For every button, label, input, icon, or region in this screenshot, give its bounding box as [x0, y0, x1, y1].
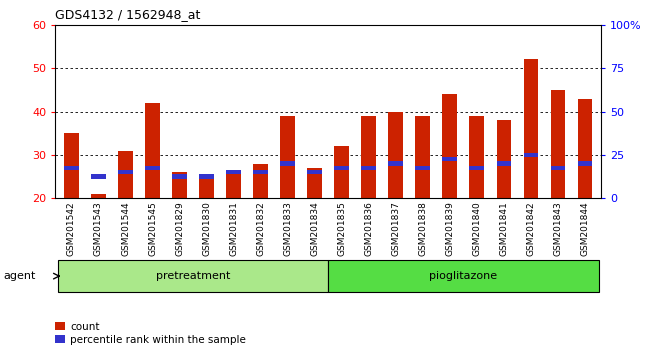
Text: GSM201545: GSM201545: [148, 201, 157, 256]
Bar: [469, 166, 484, 170]
Bar: [389, 161, 403, 166]
Text: pretreatment: pretreatment: [156, 271, 230, 281]
Bar: [172, 175, 187, 179]
Bar: [415, 166, 430, 170]
Bar: [91, 175, 106, 179]
Bar: [551, 90, 566, 198]
Bar: [199, 175, 214, 179]
Text: GDS4132 / 1562948_at: GDS4132 / 1562948_at: [55, 8, 201, 21]
Text: GSM201836: GSM201836: [364, 201, 373, 256]
Text: GSM201832: GSM201832: [256, 201, 265, 256]
Bar: [145, 103, 160, 198]
Bar: [334, 146, 349, 198]
Text: GSM201843: GSM201843: [554, 201, 562, 256]
Bar: [415, 116, 430, 198]
FancyBboxPatch shape: [328, 260, 599, 292]
Bar: [443, 94, 458, 198]
Bar: [226, 172, 241, 198]
Bar: [226, 170, 241, 175]
Bar: [469, 116, 484, 198]
Bar: [199, 177, 214, 198]
Bar: [334, 166, 349, 170]
Bar: [254, 164, 268, 198]
Bar: [91, 194, 106, 198]
Bar: [280, 161, 295, 166]
Bar: [578, 98, 592, 198]
Text: GSM201544: GSM201544: [121, 201, 130, 256]
Bar: [307, 170, 322, 175]
Bar: [361, 166, 376, 170]
Bar: [64, 133, 79, 198]
Bar: [523, 59, 538, 198]
Text: GSM201830: GSM201830: [202, 201, 211, 256]
Text: GSM201842: GSM201842: [526, 201, 536, 256]
Text: agent: agent: [3, 271, 36, 281]
Text: pioglitazone: pioglitazone: [430, 271, 497, 281]
Text: GSM201543: GSM201543: [94, 201, 103, 256]
Bar: [64, 166, 79, 170]
Text: GSM201834: GSM201834: [310, 201, 319, 256]
Bar: [551, 166, 566, 170]
Bar: [578, 161, 592, 166]
Bar: [118, 150, 133, 198]
Bar: [443, 157, 458, 161]
Bar: [145, 166, 160, 170]
Bar: [497, 120, 512, 198]
Bar: [389, 112, 403, 198]
Bar: [172, 172, 187, 198]
Text: GSM201829: GSM201829: [175, 201, 184, 256]
Text: GSM201831: GSM201831: [229, 201, 238, 256]
Bar: [523, 153, 538, 157]
Text: GSM201542: GSM201542: [67, 201, 76, 256]
Bar: [361, 116, 376, 198]
Bar: [497, 161, 512, 166]
Text: GSM201841: GSM201841: [499, 201, 508, 256]
Legend: count, percentile rank within the sample: count, percentile rank within the sample: [51, 317, 250, 349]
FancyBboxPatch shape: [58, 260, 328, 292]
Text: GSM201840: GSM201840: [473, 201, 482, 256]
Text: GSM201839: GSM201839: [445, 201, 454, 256]
Bar: [307, 168, 322, 198]
Text: GSM201838: GSM201838: [419, 201, 427, 256]
Text: GSM201844: GSM201844: [580, 201, 590, 256]
Text: GSM201835: GSM201835: [337, 201, 346, 256]
Bar: [254, 170, 268, 175]
Bar: [280, 116, 295, 198]
Text: GSM201833: GSM201833: [283, 201, 292, 256]
Text: GSM201837: GSM201837: [391, 201, 400, 256]
Bar: [118, 170, 133, 175]
